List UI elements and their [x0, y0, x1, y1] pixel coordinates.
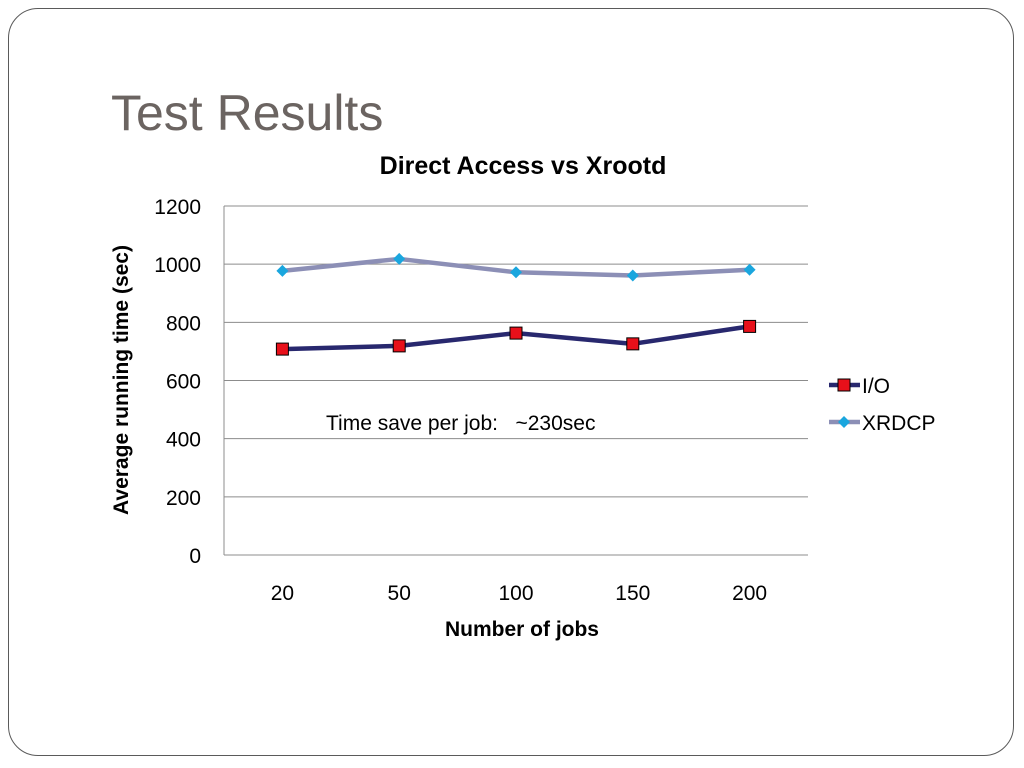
data-point-xrdcp — [510, 266, 522, 279]
chart-title: Direct Access vs Xrootd — [380, 152, 667, 180]
y-tick-label: 800 — [166, 312, 201, 335]
y-tick-label: 1000 — [154, 254, 201, 277]
grid-lines — [224, 205, 808, 498]
legend-label-xrdcp: XRDCP — [862, 412, 936, 435]
data-point-xrdcp — [743, 263, 756, 276]
legend-marker-xrdcp — [838, 416, 850, 428]
y-axis: 0 200 400 600 800 1000 1200 — [154, 196, 225, 568]
data-point-xrdcp — [626, 269, 639, 282]
legend-label-i-o: I/O — [862, 375, 890, 398]
legend-marker-i-o — [837, 378, 851, 392]
x-axis: 20 50 100 150 200 — [224, 554, 808, 605]
annotation-time-save: Time save per job: ~230sec — [326, 412, 595, 435]
x-tick-label: 200 — [732, 582, 767, 605]
y-tick-label: 1200 — [154, 196, 201, 219]
series-markers — [275, 252, 757, 356]
data-point-xrdcp — [276, 264, 289, 277]
y-axis-label: Average running time (sec) — [110, 245, 133, 515]
y-tick-label: 600 — [166, 371, 201, 394]
x-tick-label: 50 — [388, 582, 411, 605]
data-point-i-o — [392, 339, 406, 353]
y-tick-label: 200 — [166, 487, 201, 510]
slide-title: Test Results — [111, 85, 384, 141]
data-point-i-o — [275, 342, 289, 356]
x-tick-label: 150 — [615, 582, 650, 605]
legend: I/O XRDCP — [829, 375, 936, 435]
data-point-xrdcp — [393, 252, 406, 265]
y-tick-label: 400 — [166, 429, 201, 452]
x-tick-label: 100 — [498, 582, 533, 605]
data-point-i-o — [626, 337, 640, 351]
x-axis-label: Number of jobs — [445, 618, 599, 641]
data-point-i-o — [509, 326, 523, 340]
y-tick-label: 0 — [189, 545, 201, 568]
data-point-i-o — [743, 319, 757, 333]
x-tick-label: 20 — [271, 582, 294, 605]
